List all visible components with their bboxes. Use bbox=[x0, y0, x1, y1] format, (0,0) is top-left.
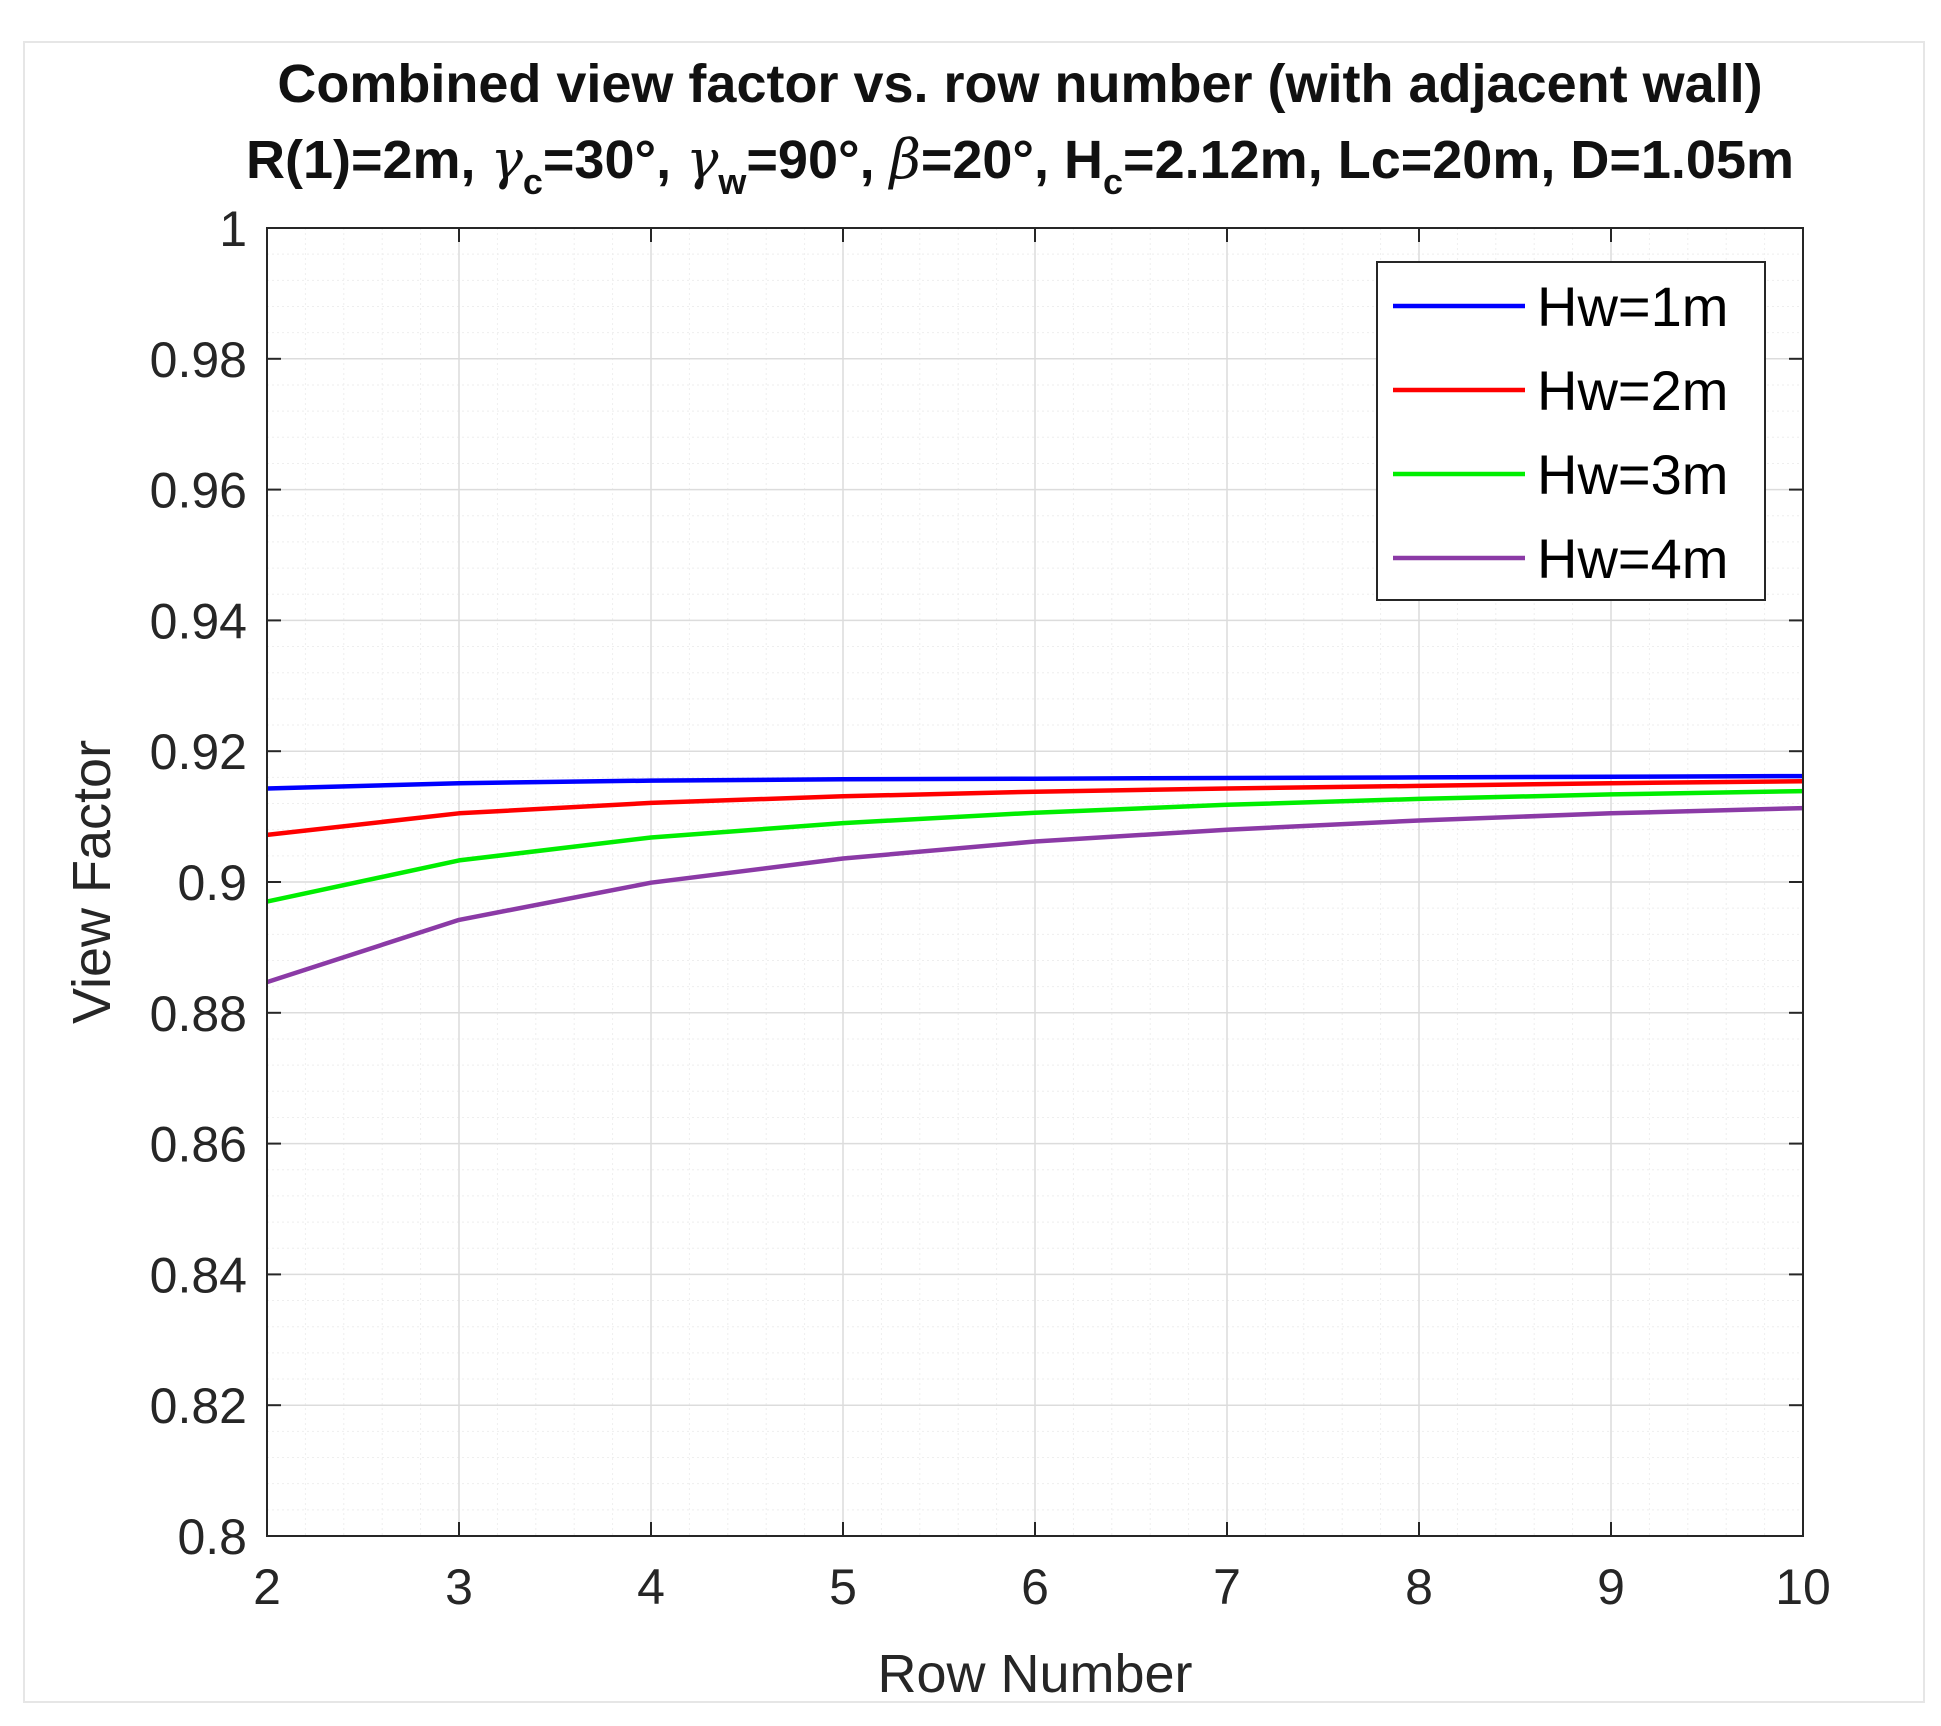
tick-labels: 2 3 4 5 6 7 8 9 10 0.8 0.82 0.84 0.86 0.88 0.9 0.92 0.94… bbox=[150, 201, 1831, 1615]
data-point bbox=[1418, 798, 1420, 800]
legend-item: Hw=3m bbox=[1393, 443, 1728, 506]
y-tick-label: 0.86 bbox=[150, 1117, 247, 1173]
x-tick-label: 6 bbox=[1021, 1559, 1049, 1615]
data-point bbox=[842, 778, 844, 780]
y-tick-label: 0.9 bbox=[177, 855, 247, 911]
subtitle-gamma-c: γ bbox=[491, 128, 524, 191]
y-tick-label: 0.82 bbox=[150, 1378, 247, 1434]
y-tick-label: 0.98 bbox=[150, 332, 247, 388]
y-tick-label: 0.8 bbox=[177, 1509, 247, 1565]
x-tick-label: 2 bbox=[253, 1559, 281, 1615]
chart-subtitle: R(1)=2m, γc=30°, γw=90°, β=20°, Hc=2.12m… bbox=[246, 128, 1794, 202]
data-point bbox=[650, 780, 652, 782]
data-point bbox=[1610, 776, 1612, 778]
y-tick-label: 0.84 bbox=[150, 1247, 247, 1303]
legend-item: Hw=1m bbox=[1393, 275, 1728, 338]
data-point bbox=[1034, 840, 1036, 842]
data-point bbox=[1610, 782, 1612, 784]
legend-item: Hw=2m bbox=[1393, 359, 1728, 422]
x-tick-label: 10 bbox=[1775, 1559, 1831, 1615]
subtitle-r1: R(1)=2m, bbox=[246, 130, 491, 190]
y-tick-label: 0.88 bbox=[150, 986, 247, 1042]
series-1 bbox=[266, 773, 1804, 791]
subtitle-hc-sub: c bbox=[1103, 161, 1123, 202]
data-point bbox=[842, 795, 844, 797]
subtitle-beta: β bbox=[888, 128, 921, 191]
subtitle-gamma-w-sub: w bbox=[717, 161, 747, 202]
data-point bbox=[1034, 778, 1036, 780]
x-tick-label: 5 bbox=[829, 1559, 857, 1615]
data-point bbox=[1226, 829, 1228, 831]
data-point bbox=[842, 822, 844, 824]
y-tick-label: 0.94 bbox=[150, 593, 247, 649]
data-point bbox=[458, 782, 460, 784]
legend-label: Hw=4m bbox=[1537, 527, 1728, 590]
y-tick-label: 1 bbox=[219, 201, 247, 257]
chart-title: Combined view factor vs. row number (wit… bbox=[277, 54, 1762, 114]
data-point bbox=[1034, 812, 1036, 814]
data-point bbox=[1226, 777, 1228, 779]
x-tick-label: 8 bbox=[1405, 1559, 1433, 1615]
subtitle-gamma-c-sub: c bbox=[523, 161, 543, 202]
x-tick-label: 9 bbox=[1597, 1559, 1625, 1615]
x-axis-label: Row Number bbox=[877, 1644, 1192, 1704]
legend-label: Hw=1m bbox=[1537, 275, 1728, 338]
data-point bbox=[458, 919, 460, 921]
data-point bbox=[458, 859, 460, 861]
x-tick-label: 3 bbox=[445, 1559, 473, 1615]
data-point bbox=[650, 837, 652, 839]
data-point bbox=[1034, 791, 1036, 793]
data-point bbox=[1418, 820, 1420, 822]
data-point bbox=[1418, 785, 1420, 787]
subtitle-gamma-w: γ bbox=[686, 128, 719, 191]
y-axis-label: View Factor bbox=[62, 740, 122, 1024]
legend: Hw=1m Hw=2m Hw=3m Hw=4m bbox=[1376, 261, 1766, 601]
figure-border bbox=[23, 41, 1925, 1703]
data-point bbox=[842, 857, 844, 859]
subtitle-gamma-c-val: =30°, bbox=[543, 130, 686, 190]
data-point bbox=[650, 882, 652, 884]
legend-label: Hw=3m bbox=[1537, 443, 1728, 506]
series-layer bbox=[266, 773, 1804, 985]
legend-label: Hw=2m bbox=[1537, 359, 1728, 422]
data-point bbox=[1226, 787, 1228, 789]
x-tick-label: 7 bbox=[1213, 1559, 1241, 1615]
data-point bbox=[458, 812, 460, 814]
subtitle-gamma-w-val: =90°, bbox=[746, 130, 889, 190]
subtitle-beta-val: =20°, H bbox=[921, 130, 1103, 190]
legend-item: Hw=4m bbox=[1393, 527, 1728, 590]
legend-box bbox=[1376, 261, 1766, 601]
data-point bbox=[1610, 793, 1612, 795]
data-point bbox=[1226, 804, 1228, 806]
data-point bbox=[1610, 812, 1612, 814]
data-point bbox=[1418, 776, 1420, 778]
data-point bbox=[650, 802, 652, 804]
y-tick-label: 0.92 bbox=[150, 724, 247, 780]
subtitle-rest: =2.12m, Lc=20m, D=1.05m bbox=[1123, 130, 1794, 190]
x-tick-label: 4 bbox=[637, 1559, 665, 1615]
plot-frame bbox=[266, 227, 1804, 1537]
y-tick-label: 0.96 bbox=[150, 463, 247, 519]
